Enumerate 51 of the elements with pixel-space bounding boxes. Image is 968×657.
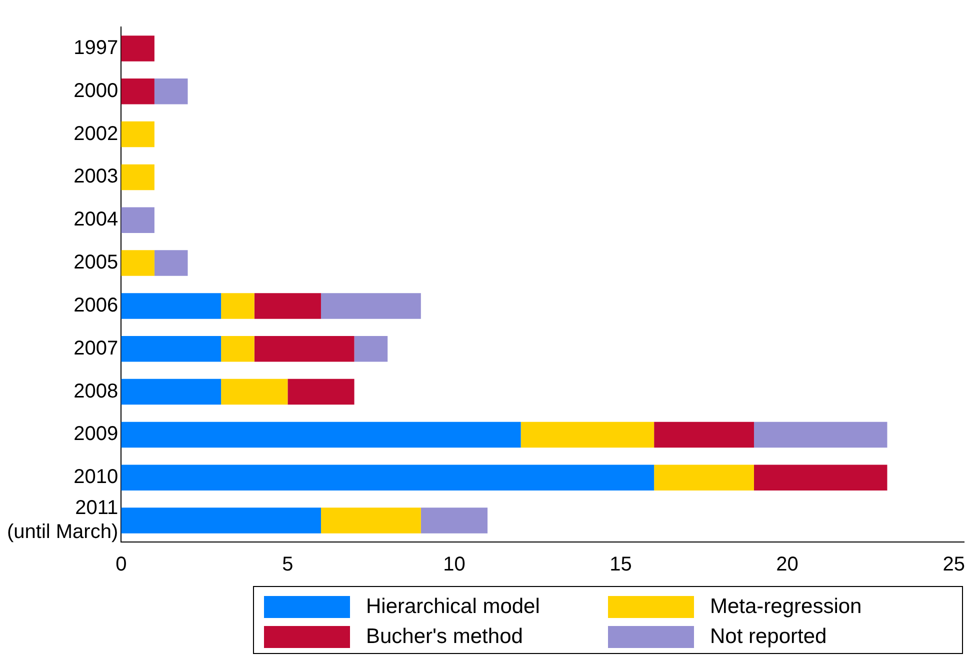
x-tick-label: 20	[776, 554, 798, 576]
y-tick-label: 2004	[74, 208, 118, 231]
bar	[320, 293, 421, 319]
x-tick-label: 0	[116, 554, 127, 576]
x-tick-label: 15	[610, 554, 632, 576]
bar	[420, 508, 488, 534]
bar	[654, 464, 754, 490]
bar	[121, 293, 222, 319]
bar	[221, 378, 288, 405]
bar	[354, 336, 388, 362]
bar	[121, 121, 154, 148]
bar	[754, 464, 888, 490]
legend-label: Meta-regression	[710, 595, 862, 619]
bar	[254, 293, 321, 319]
legend-label: Hierarchical model	[366, 595, 540, 619]
bar	[121, 78, 154, 104]
y-tick-label: 2003	[74, 166, 118, 188]
y-tick-label: 2008	[74, 380, 118, 402]
bar	[154, 78, 188, 104]
y-tick-label: 2010	[74, 466, 118, 488]
bar	[254, 336, 354, 362]
bar	[754, 422, 888, 448]
bar	[121, 464, 654, 490]
bar	[121, 164, 154, 190]
bar	[121, 250, 154, 276]
bar	[121, 508, 321, 534]
bar	[121, 207, 154, 233]
bar	[654, 422, 754, 448]
bar	[154, 250, 188, 276]
x-tick-label: 25	[942, 554, 965, 576]
bar	[221, 336, 254, 362]
legend-label: Not reported	[710, 625, 827, 649]
x-tick-label: 10	[443, 554, 466, 576]
bar	[320, 508, 421, 534]
y-tick-label: 2007	[74, 337, 118, 360]
bar	[520, 422, 654, 448]
y-tick-label: 2005	[74, 252, 118, 274]
bar	[221, 293, 254, 319]
y-tick-label: 2002	[74, 122, 118, 145]
bar	[121, 36, 154, 62]
bar	[288, 378, 354, 405]
y-tick-label: 2000	[74, 80, 118, 102]
legend-label: Bucher's method	[366, 625, 523, 649]
x-tick-label: 5	[282, 554, 294, 576]
y-tick-label: 2006	[74, 294, 118, 316]
y-tick-label: 1997	[74, 36, 118, 59]
bar	[121, 336, 222, 362]
bar	[121, 378, 222, 405]
bar	[121, 422, 521, 448]
y-tick-label: 2011 (until March)	[6, 497, 118, 544]
y-tick-label: 2009	[74, 423, 118, 446]
